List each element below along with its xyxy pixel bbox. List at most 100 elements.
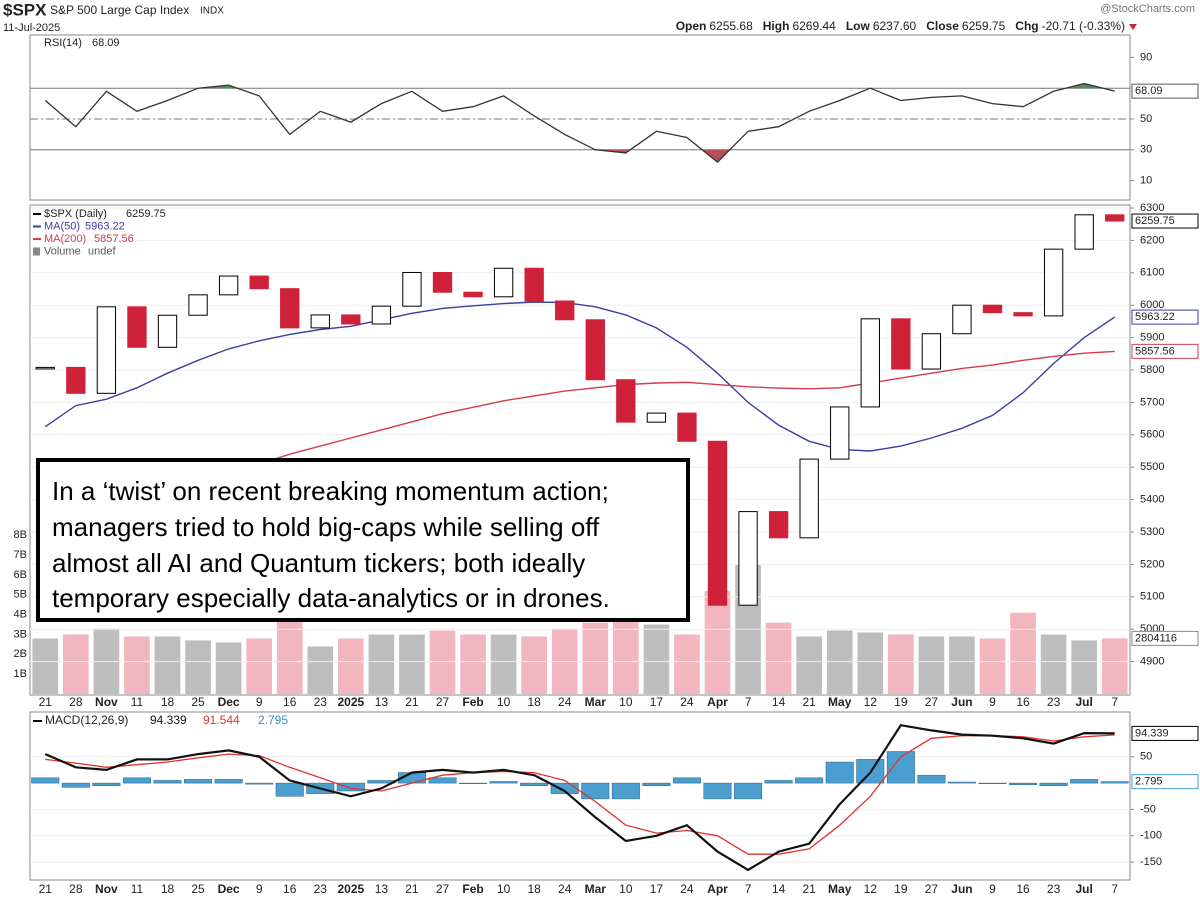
candle (1105, 214, 1125, 222)
volume-bar (643, 624, 670, 694)
rsi-line (44, 82, 1115, 163)
volume-bar (979, 638, 1006, 694)
y-tick-label: 50 (1140, 113, 1152, 125)
candle (738, 511, 758, 606)
volume-bar (613, 620, 639, 694)
candle (585, 319, 605, 381)
histogram-bar (550, 782, 579, 794)
x-tick-label: 16 (283, 882, 297, 896)
x-tick-label: 21 (802, 695, 816, 709)
histogram-bar (122, 777, 151, 784)
last-value-box (1131, 343, 1199, 359)
histogram-bar (734, 782, 763, 800)
x-tick-label: Feb (462, 695, 483, 709)
x-tick-label: Jun (951, 882, 972, 896)
x-tick-label: 2025 (337, 695, 364, 709)
x-tick-label: 14 (772, 882, 786, 896)
candle (463, 291, 483, 298)
volume-bar (276, 616, 303, 694)
x-tick-label: 23 (1047, 882, 1061, 896)
stat-label: High (763, 19, 790, 33)
x-tick-label: 24 (680, 695, 694, 709)
y-tick-label: 5900 (1140, 332, 1164, 344)
macd-last-value-box (1131, 725, 1199, 741)
histogram-bar (428, 777, 457, 784)
x-tick-label: 21 (39, 882, 53, 896)
histogram-bar (825, 761, 854, 784)
x-tick-label: 7 (1111, 695, 1118, 709)
x-tick-label: 13 (375, 695, 389, 709)
exchange: INDX (200, 6, 224, 17)
x-tick-label: 9 (256, 882, 263, 896)
x-tick-label: Nov (95, 695, 118, 709)
annotation-box (36, 458, 690, 622)
candle (952, 304, 972, 335)
volume-tick-label: 2B (14, 648, 27, 660)
volume-bar (857, 632, 884, 694)
x-tick-label: 14 (772, 695, 786, 709)
x-tick-label: 18 (161, 695, 175, 709)
x-tick-label: 11 (131, 882, 144, 896)
x-tick-label: Mar (585, 882, 607, 896)
volume-bar (1071, 640, 1097, 694)
x-tick-label: May (828, 695, 852, 709)
volume-bar (215, 642, 242, 694)
candle (127, 306, 147, 348)
candle (1013, 312, 1033, 317)
candle (646, 412, 667, 423)
x-tick-label: 21 (405, 882, 419, 896)
volume-bar (490, 634, 517, 694)
y-tick-label: -150 (1140, 856, 1162, 868)
macd-panel (29, 711, 1131, 881)
volume-bar (368, 634, 395, 694)
x-tick-label: Jul (1075, 882, 1092, 896)
volume-bar (582, 622, 609, 694)
histogram-bar (459, 782, 488, 784)
candle (616, 379, 636, 423)
histogram-bar (214, 779, 243, 784)
x-tick-label: 18 (527, 695, 541, 709)
legend-value: 68.09 (92, 37, 120, 49)
candle (921, 333, 942, 370)
x-tick-label: 9 (989, 882, 996, 896)
candle (96, 306, 117, 394)
x-tick-label: 27 (925, 695, 939, 709)
candle (371, 305, 392, 325)
legend-name: MA(50) (44, 220, 80, 232)
y-tick-label: 5200 (1140, 558, 1164, 570)
x-tick-label: 9 (256, 695, 263, 709)
last-value: 5857.56 (1135, 345, 1175, 357)
volume-bar (1010, 612, 1036, 694)
signal-line (45, 734, 1115, 855)
candle (402, 271, 422, 307)
histogram-bar (764, 780, 793, 784)
histogram-bar (1070, 779, 1099, 784)
stat-value: 6269.44 (792, 19, 836, 33)
macd-last-value: 94.339 (1135, 727, 1169, 739)
x-tick-label: Feb (462, 882, 483, 896)
legend-value: 91.544 (203, 713, 240, 727)
x-tick-label: 21 (405, 695, 419, 709)
moving-average (44, 301, 1116, 452)
candle (1043, 248, 1064, 317)
x-tick-label: May (828, 882, 852, 896)
change-arrow (1129, 24, 1137, 30)
x-tick-label: 24 (680, 882, 694, 896)
legend-value: 5963.22 (85, 220, 125, 232)
last-value-box (1131, 213, 1199, 229)
volume-bar (246, 638, 272, 694)
x-tick-label: Dec (218, 882, 240, 896)
volume-last-value: 2804116 (1135, 632, 1177, 644)
y-tick-label: 5400 (1140, 494, 1164, 506)
last-value: 6259.75 (1135, 215, 1175, 227)
x-tick-label: 19 (894, 695, 908, 709)
candle (218, 275, 239, 296)
annotation-line: almost all AI and Quantum tickers; both … (52, 548, 585, 578)
volume-bar (765, 622, 792, 694)
x-tick-label: 19 (894, 882, 908, 896)
legend-value: 6259.75 (126, 208, 166, 220)
stat-value: 6237.60 (873, 19, 917, 33)
volume-bar (949, 636, 975, 694)
price-panel (29, 204, 1131, 696)
volume-tick-label: 3B (14, 628, 27, 640)
